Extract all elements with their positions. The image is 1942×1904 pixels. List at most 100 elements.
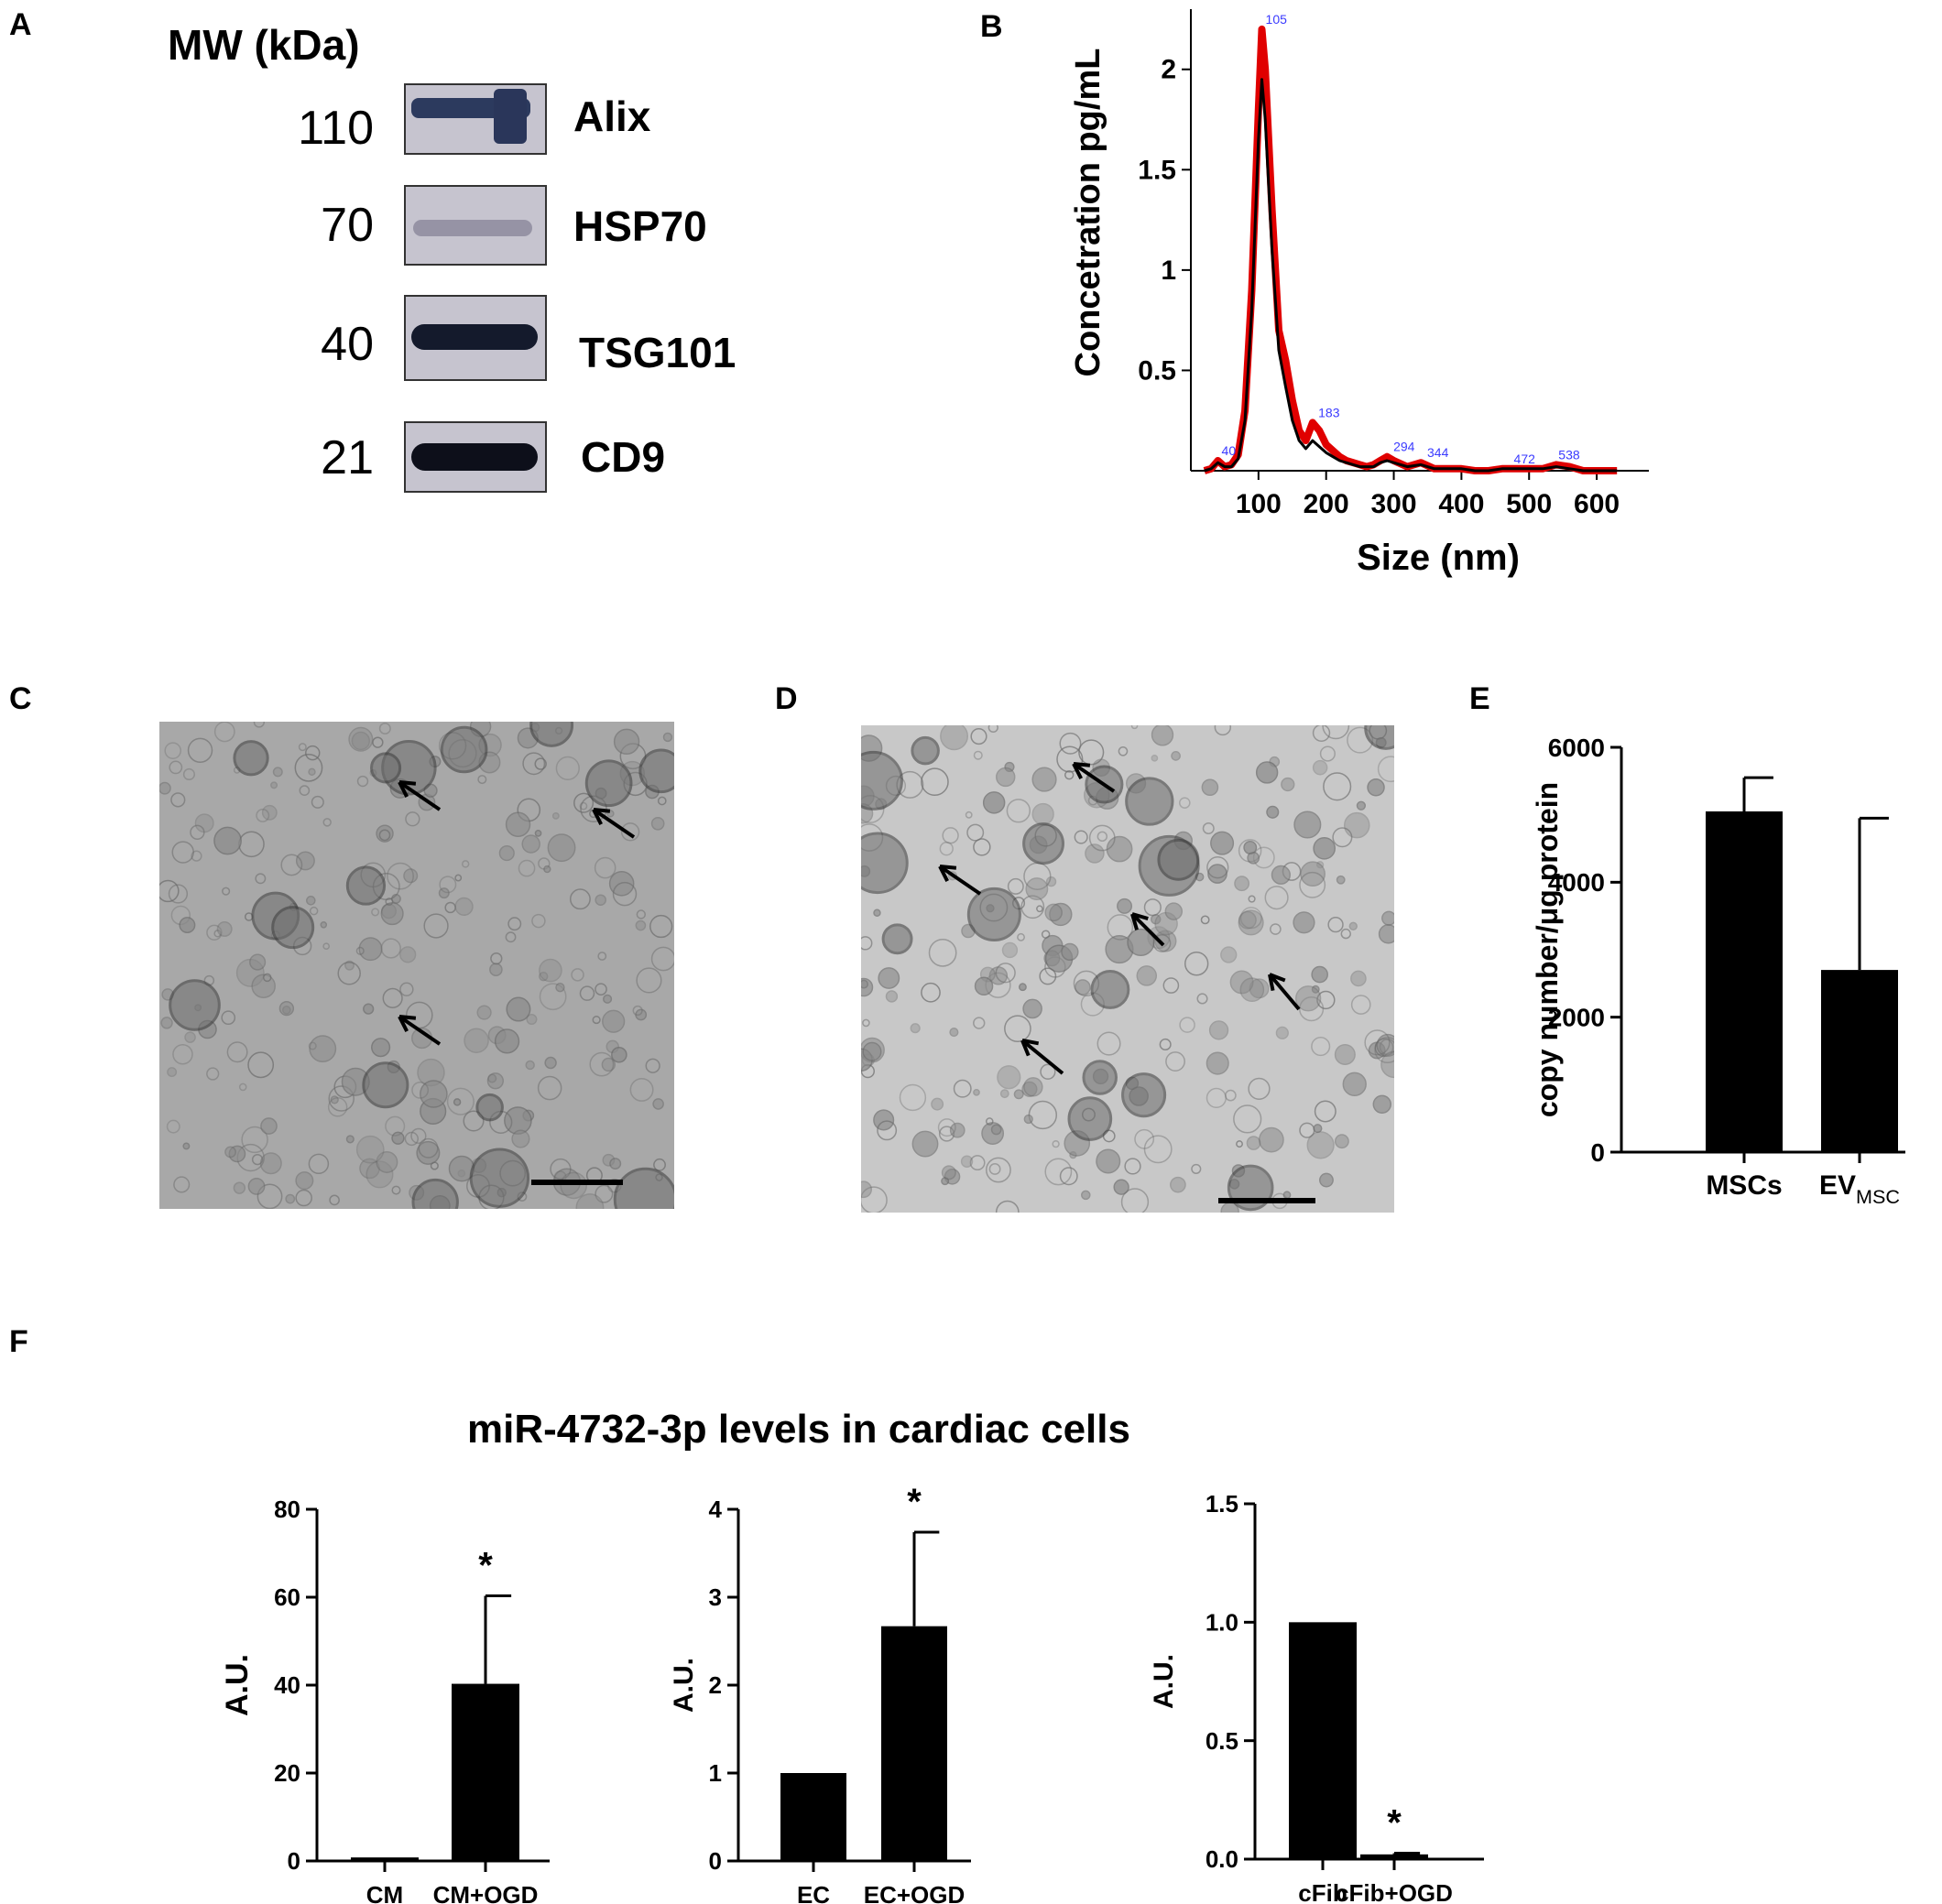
vesicle — [308, 767, 316, 776]
vesicle — [247, 1051, 275, 1079]
vesicle — [1201, 778, 1219, 797]
vesicle — [1013, 1089, 1024, 1100]
vesicle — [942, 827, 959, 844]
y-tick-label: 2000 — [1548, 1003, 1605, 1031]
vesicle-large — [233, 740, 269, 777]
arrow-shaft — [1020, 1039, 1064, 1075]
vesicle — [1312, 725, 1331, 742]
vesicle — [1007, 877, 1024, 895]
vesicle — [966, 823, 985, 842]
vesicle — [921, 982, 941, 1003]
vesicle — [171, 841, 194, 864]
vesicle — [635, 919, 647, 931]
vesicle — [387, 862, 414, 890]
arrow-shaft — [592, 808, 636, 839]
x-tick-label: 300 — [1371, 489, 1417, 519]
vesicle — [1059, 732, 1082, 755]
vesicle — [597, 952, 607, 961]
panel-letter-d: D — [775, 681, 798, 716]
vesicle — [1342, 1072, 1367, 1096]
x-tick-label: 100 — [1236, 489, 1282, 519]
vesicle — [241, 1126, 268, 1154]
y-axis-label: A.U. — [669, 1658, 699, 1713]
vesicle — [464, 1028, 489, 1053]
tem-micrograph-d — [861, 725, 1394, 1213]
vesicle — [1031, 767, 1057, 792]
vesicle — [601, 1057, 616, 1072]
vesicle — [636, 967, 662, 994]
vesicle — [213, 722, 235, 743]
vesicle — [1376, 1033, 1394, 1057]
vesicle — [309, 906, 319, 916]
vesicle — [430, 1161, 439, 1170]
vesicle — [539, 958, 562, 983]
vesicle — [167, 1067, 178, 1078]
vesicle — [611, 1046, 627, 1063]
vesicle — [216, 921, 233, 937]
vesicle — [251, 1153, 264, 1166]
vesicle — [1208, 1020, 1229, 1040]
vesicle — [172, 1043, 193, 1065]
vesicle — [224, 1146, 236, 1159]
vesicle — [345, 1135, 355, 1144]
vesicle — [262, 973, 272, 983]
arrow-shaft — [398, 780, 442, 811]
bar — [351, 1857, 419, 1861]
vesicle — [1178, 797, 1191, 809]
arrow-head — [398, 780, 417, 798]
vesicle — [1023, 1114, 1033, 1125]
y-tick-label: 20 — [274, 1759, 300, 1787]
vesicle — [1322, 725, 1350, 740]
y-axis-label: Concetration pg/mL — [1069, 49, 1107, 377]
vesicle — [1106, 835, 1133, 863]
vesicle — [1004, 1015, 1031, 1043]
vesicle — [1271, 865, 1291, 885]
vesicle — [645, 1058, 660, 1073]
vesicle — [861, 1186, 888, 1213]
vesicle — [973, 1017, 986, 1029]
vesicle — [1143, 1135, 1173, 1164]
vesicle — [1350, 970, 1367, 987]
vesicle — [985, 1117, 994, 1126]
vesicle — [1239, 907, 1262, 930]
x-tick-label: EVMSC — [1819, 1170, 1900, 1208]
vesicle-large — [1121, 1072, 1167, 1118]
vesicle — [995, 1200, 1020, 1213]
y-tick-label: 0.0 — [1206, 1845, 1238, 1873]
vesicle — [159, 781, 171, 795]
vesicle — [534, 830, 542, 837]
vesicle — [1340, 928, 1351, 940]
vesicle-large — [1364, 725, 1394, 750]
peak-label: 105 — [1266, 12, 1288, 27]
vesicle — [378, 829, 391, 842]
vesicle — [1206, 1051, 1229, 1075]
vesicle — [1179, 1017, 1195, 1033]
vesicle — [505, 811, 531, 837]
y-axis-label: A.U. — [1149, 1654, 1179, 1709]
arrow-shaft — [1130, 912, 1165, 947]
scale-bar — [1218, 1198, 1315, 1203]
vesicle — [965, 811, 973, 819]
vesicle — [1248, 895, 1256, 903]
panel-letter-f: F — [9, 1324, 28, 1359]
vesicle — [603, 994, 613, 1004]
vesicle — [1295, 985, 1322, 1012]
vesicle — [873, 908, 881, 917]
vesicle — [226, 1041, 248, 1063]
vesicle — [939, 842, 954, 856]
arrow-head — [1072, 762, 1091, 779]
vesicle-large — [475, 1093, 504, 1122]
vesicle — [555, 756, 580, 780]
vesicle — [873, 1109, 895, 1131]
bar — [1360, 1854, 1428, 1859]
vesicle — [1348, 921, 1358, 930]
vesicle-large — [584, 759, 633, 808]
vesicle — [213, 930, 222, 938]
vesicle — [949, 1028, 959, 1038]
vesicle — [1316, 990, 1336, 1010]
vesicle — [941, 1165, 956, 1180]
peak-label: 294 — [1393, 440, 1415, 454]
y-tick-label: 0.5 — [1138, 355, 1176, 386]
vesicle — [159, 879, 180, 903]
arrow-head — [592, 808, 611, 825]
